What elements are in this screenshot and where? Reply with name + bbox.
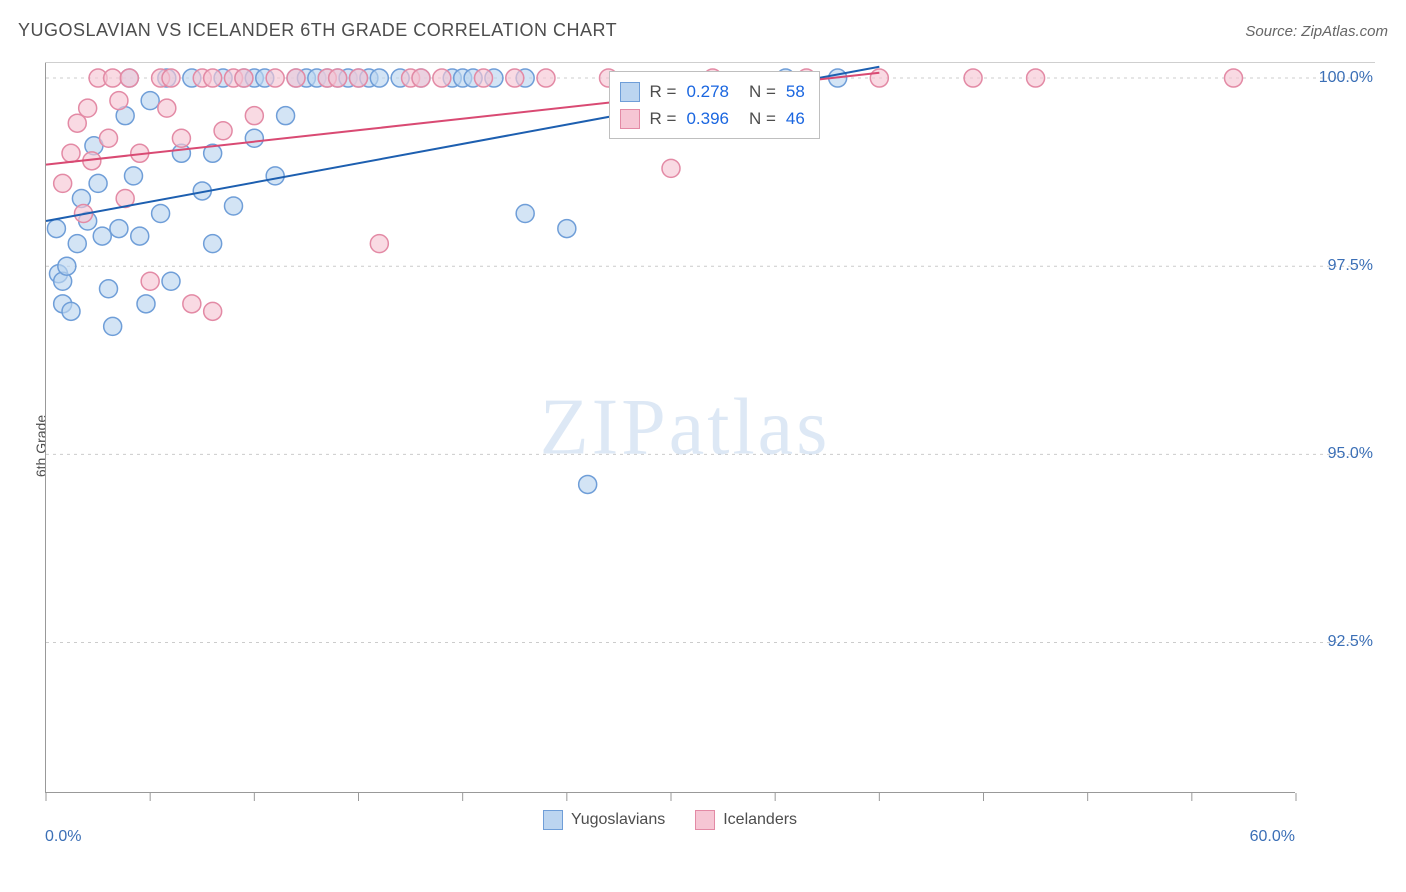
y-tick-label: 95.0%	[1328, 445, 1373, 463]
y-tick-label: 100.0%	[1319, 69, 1373, 87]
stats-row: R =0.278N =58	[620, 78, 805, 105]
chart-title: YUGOSLAVIAN VS ICELANDER 6TH GRADE CORRE…	[18, 20, 617, 41]
y-tick-label: 97.5%	[1328, 257, 1373, 275]
legend: Yugoslavians Icelanders	[45, 810, 1295, 830]
legend-item: Icelanders	[695, 810, 797, 830]
stats-row: R =0.396N =46	[620, 105, 805, 132]
source-label: Source: ZipAtlas.com	[1245, 23, 1388, 41]
x-axis-min-label: 0.0%	[45, 828, 81, 846]
plot-area: ZIPatlas R =0.278N =58R =0.396N =46 92.5…	[45, 63, 1295, 793]
stats-box: R =0.278N =58R =0.396N =46	[609, 71, 820, 139]
x-axis-max-label: 60.0%	[1250, 828, 1295, 846]
y-tick-label: 92.5%	[1328, 633, 1373, 651]
legend-item: Yugoslavians	[543, 810, 665, 830]
